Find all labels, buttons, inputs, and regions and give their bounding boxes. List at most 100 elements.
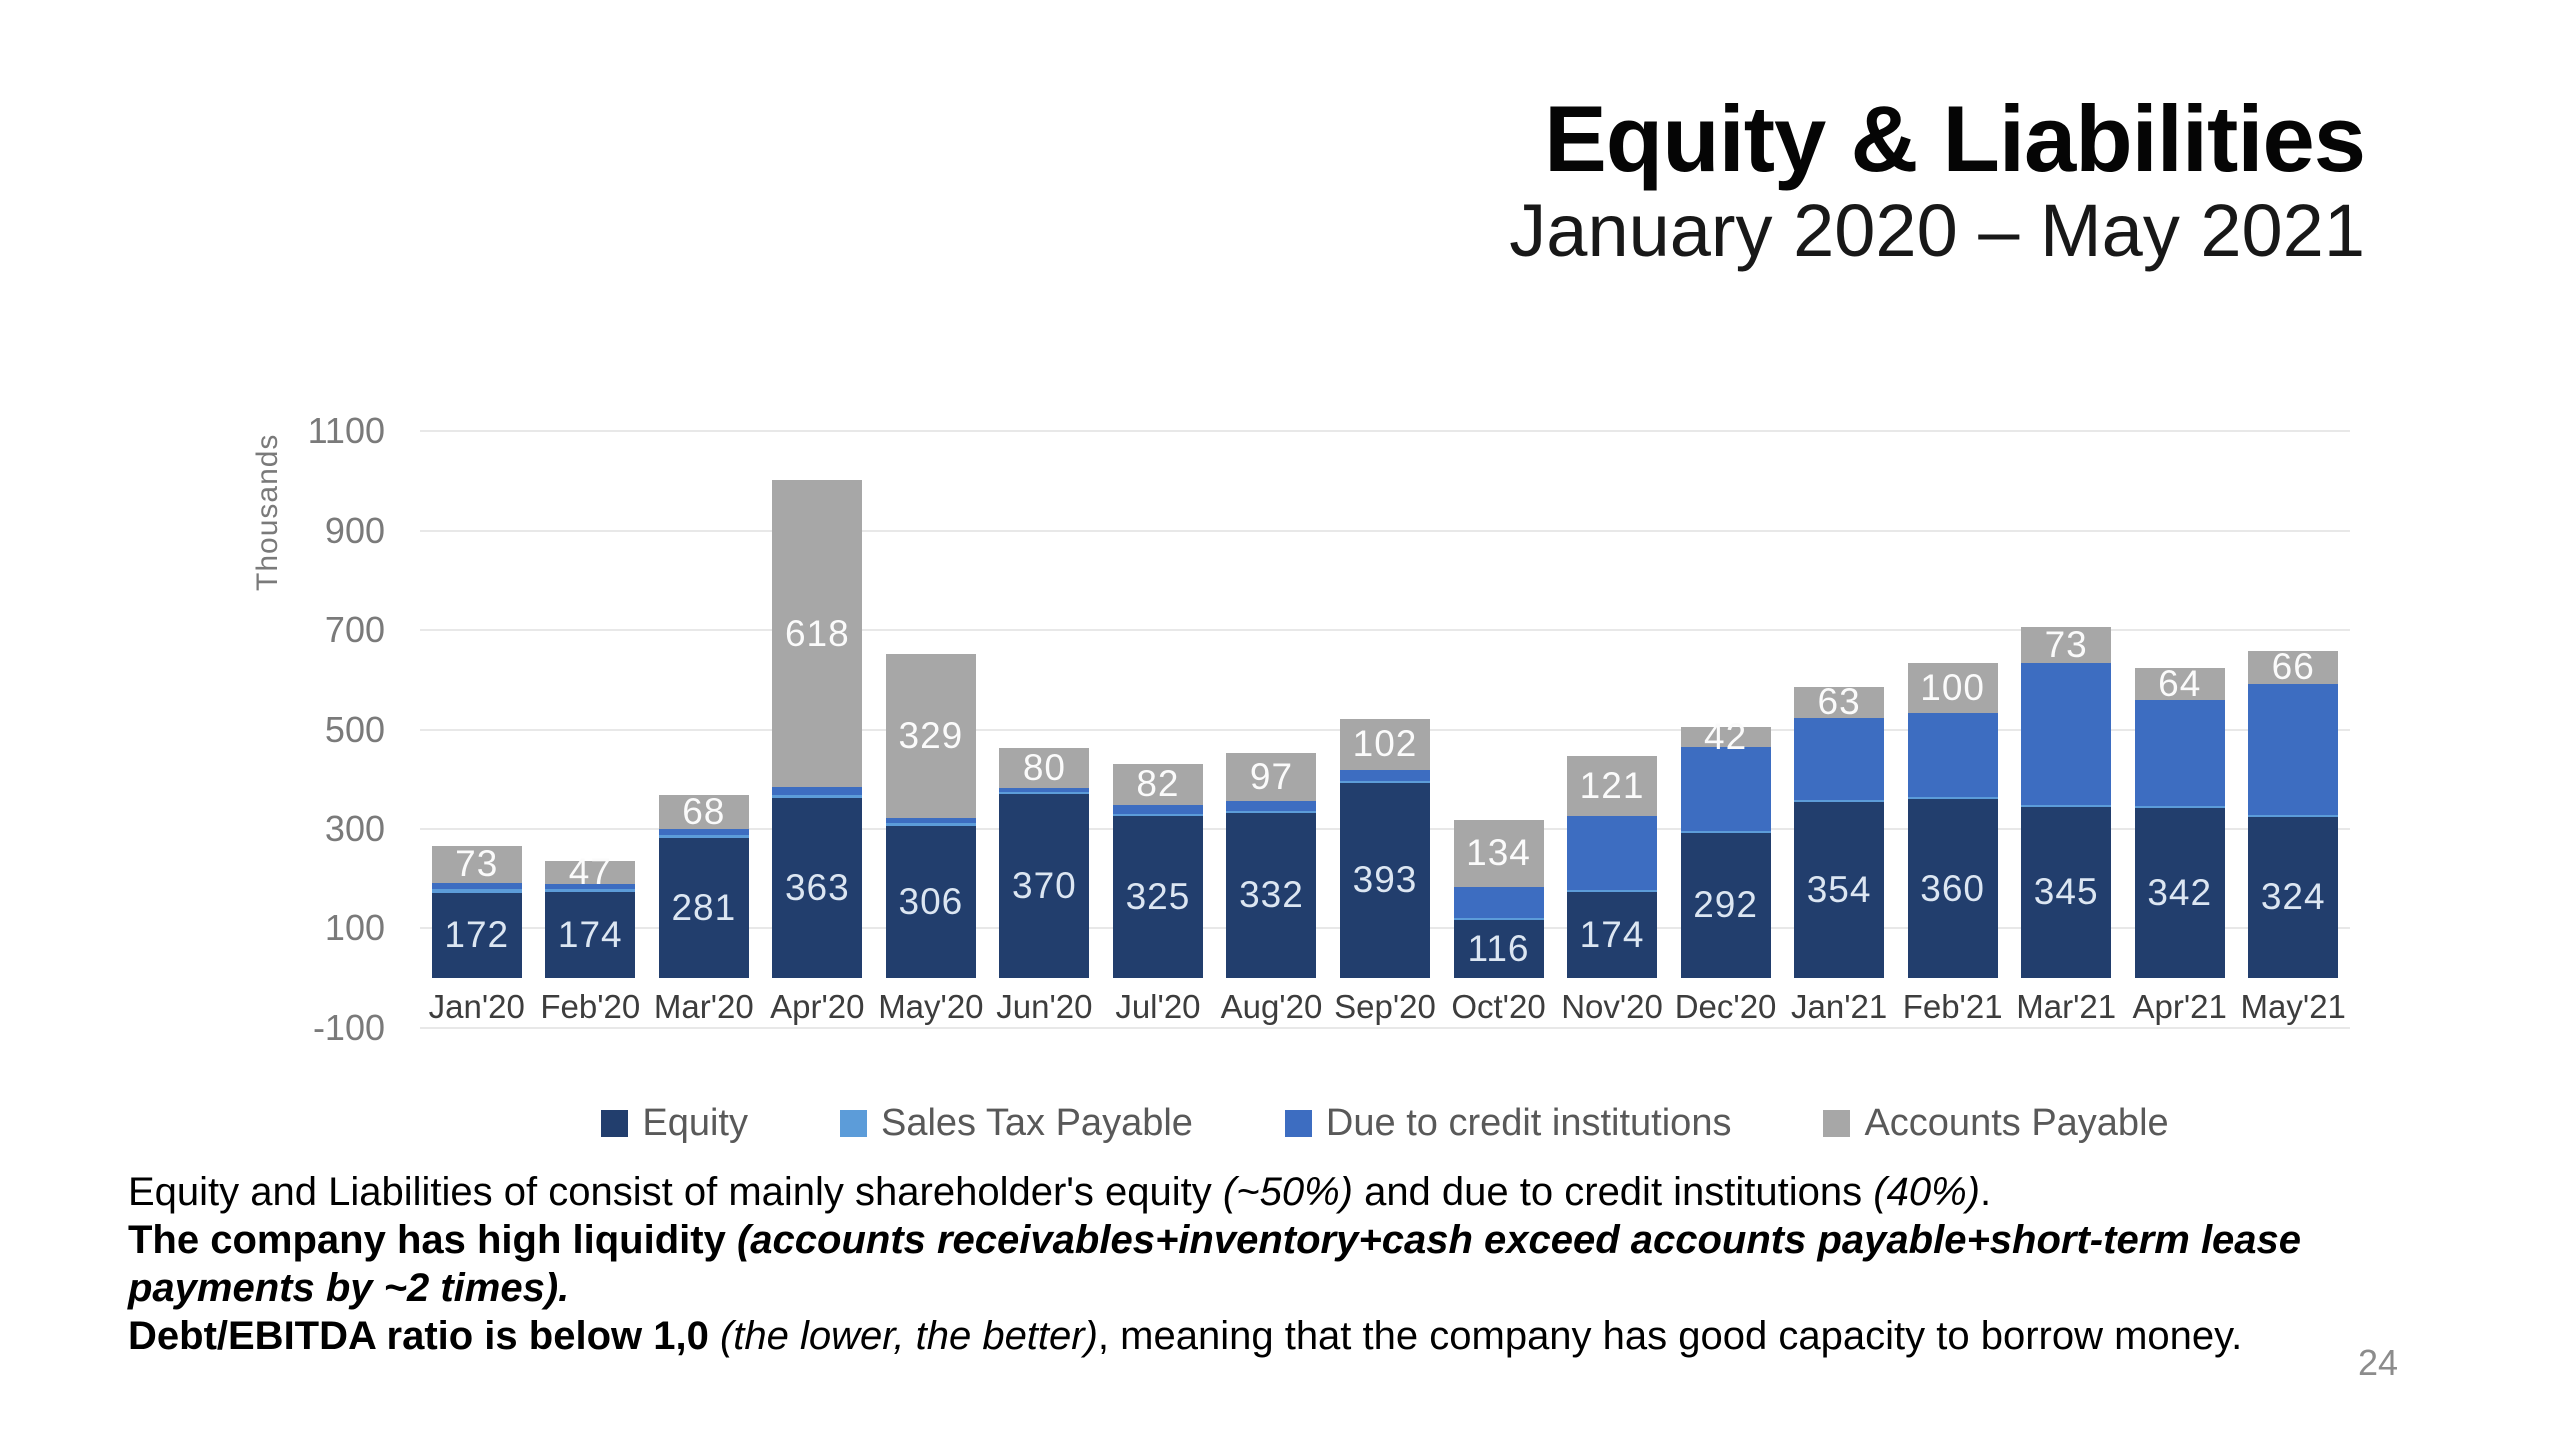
x-axis-label: Jan'21: [1790, 988, 1888, 1025]
note-segment: and due to credit institutions: [1352, 1170, 1874, 1214]
bar-segment-due-to-credit-institutions: [1453, 886, 1544, 919]
bar-segment-accounts-payable: 82: [1112, 763, 1203, 805]
y-tick-label: 900: [324, 509, 385, 551]
legend-label: Equity: [642, 1102, 748, 1144]
bar-segment-due-to-credit-institutions: [658, 828, 749, 836]
x-axis-label: Mar'20: [653, 988, 754, 1025]
bar-segment-due-to-credit-institutions: [2134, 699, 2225, 807]
bar-value-label: 360: [1920, 867, 1985, 909]
bar-column: 172 73: [431, 843, 522, 978]
bar-value-label: 42: [1704, 715, 1748, 757]
bar-value-label: 281: [671, 887, 737, 929]
bar-segment-accounts-payable: 80: [999, 747, 1090, 789]
bar-segment-accounts-payable: 42: [1680, 716, 1771, 757]
bar-segment-sales-tax-payable: [1680, 830, 1771, 833]
bar-segment-sales-tax-payable: [2134, 806, 2225, 809]
bar-segment-accounts-payable: 64: [2134, 663, 2225, 704]
legend-label: Due to credit institutions: [1325, 1102, 1732, 1144]
bar-value-label: 100: [1920, 666, 1985, 708]
legend-label: Sales Tax Payable: [880, 1102, 1193, 1144]
y-tick-label: 300: [324, 807, 385, 849]
y-tick-label: -100: [312, 1006, 385, 1048]
note-segment: (accounts receivables+inventory+cash exc…: [128, 1218, 2302, 1310]
bar-column: 324 66: [2248, 646, 2339, 978]
bar-segment-equity: 354: [1794, 802, 1885, 978]
bar-column: 332 97: [1226, 752, 1317, 978]
bar-segment-equity: 281: [658, 838, 749, 978]
y-tick-label: 100: [324, 907, 385, 949]
note-segment: Equity and Liabilities of consist of mai…: [128, 1170, 1223, 1214]
bar-value-label: 292: [1693, 884, 1758, 926]
bar-segment-due-to-credit-institutions: [431, 882, 522, 890]
bar-column: 174 121: [1567, 755, 1658, 978]
legend-label: Accounts Payable: [1864, 1102, 2169, 1144]
bar-segment-sales-tax-payable: [2021, 804, 2112, 807]
bar-segment-sales-tax-payable: [2248, 814, 2339, 817]
bar-segment-accounts-payable: 121: [1567, 755, 1658, 816]
bar-value-label: 121: [1579, 764, 1645, 806]
bar-column: 306 329: [885, 654, 976, 978]
bar-segment-due-to-credit-institutions: [1340, 769, 1430, 781]
bar-segment-equity: 345: [2021, 806, 2112, 978]
y-tick-label: 1100: [307, 410, 385, 452]
bar-segment-equity: 172: [431, 892, 522, 978]
bar-segment-sales-tax-payable: [1112, 813, 1203, 817]
bar-segment-equity: 332: [1226, 812, 1317, 978]
bar-segment-accounts-payable: 100: [1907, 662, 1998, 713]
bar-segment-equity: 370: [999, 794, 1090, 978]
bar-segment-sales-tax-payable: [1567, 889, 1658, 892]
bar-segment-equity: 363: [772, 797, 863, 978]
bar-value-label: 172: [444, 914, 510, 956]
bar-segment-accounts-payable: 618: [772, 480, 863, 788]
bar-segment-due-to-credit-institutions: [885, 817, 976, 824]
legend-swatch: [601, 1110, 629, 1137]
bar-segment-accounts-payable: 134: [1453, 819, 1544, 887]
x-axis-label: Oct'20: [1451, 988, 1546, 1025]
y-tick-label: 500: [324, 708, 385, 750]
x-axis-label: Nov'20: [1561, 988, 1663, 1025]
note-segment: , meaning that the company has good capa…: [1097, 1314, 2243, 1358]
bar-column: 292 42: [1680, 716, 1771, 978]
chart-legend: Equity Sales Tax Payable Due to credit ins…: [420, 1102, 2350, 1145]
bar-segment-accounts-payable: 66: [2248, 646, 2339, 687]
bar-value-label: 306: [898, 880, 964, 922]
x-axis-label: Mar'21: [2016, 988, 2117, 1025]
bar-value-label: 47: [568, 851, 612, 893]
x-axis-label: Feb'21: [1902, 988, 2003, 1025]
bar-value-label: 116: [1467, 928, 1530, 970]
bar-segment-sales-tax-payable: [999, 792, 1090, 795]
bar-value-label: 73: [455, 843, 499, 885]
bar-column: 342 64: [2134, 663, 2225, 978]
bar-value-label: 174: [557, 913, 623, 955]
bar-segment-accounts-payable: 329: [885, 654, 976, 818]
bar-segment-accounts-payable: 68: [658, 791, 749, 832]
bar-segment-due-to-credit-institutions: [2021, 663, 2112, 805]
gridline: [420, 529, 2350, 532]
bar-value-label: 82: [1136, 763, 1180, 805]
bar-value-label: 68: [682, 791, 726, 832]
bar-segment-equity: 174: [1567, 891, 1658, 978]
bar-segment-due-to-credit-institutions: [1680, 747, 1771, 831]
gridline: [420, 629, 2350, 632]
x-axis-label: Jul'20: [1115, 988, 1201, 1025]
bar-value-label: 332: [1239, 874, 1304, 916]
legend-swatch: [839, 1110, 867, 1137]
x-axis-label: Dec'20: [1674, 988, 1777, 1025]
legend-item-equity: Equity: [601, 1102, 748, 1145]
bar-value-label: 73: [2044, 624, 2088, 666]
bar-value-label: 97: [1249, 755, 1294, 797]
bar-segment-sales-tax-payable: [772, 795, 863, 798]
bar-segment-sales-tax-payable: [545, 889, 636, 892]
bar-value-label: 80: [1022, 747, 1066, 789]
bar-segment-equity: 174: [545, 891, 636, 978]
title-block: Equity & Liabilities January 2020 – May …: [1509, 88, 2366, 271]
x-axis-label: Sep'20: [1334, 988, 1436, 1025]
bar-segment-accounts-payable: 63: [1794, 681, 1885, 722]
bar-value-label: 354: [1806, 869, 1872, 911]
note-line: Debt/EBITDA ratio is below 1,0 (the lowe…: [128, 1312, 2368, 1360]
x-axis-label: May'20: [878, 988, 984, 1025]
bar-segment-accounts-payable: 47: [545, 851, 636, 892]
bar-segment-accounts-payable: 102: [1340, 719, 1430, 770]
